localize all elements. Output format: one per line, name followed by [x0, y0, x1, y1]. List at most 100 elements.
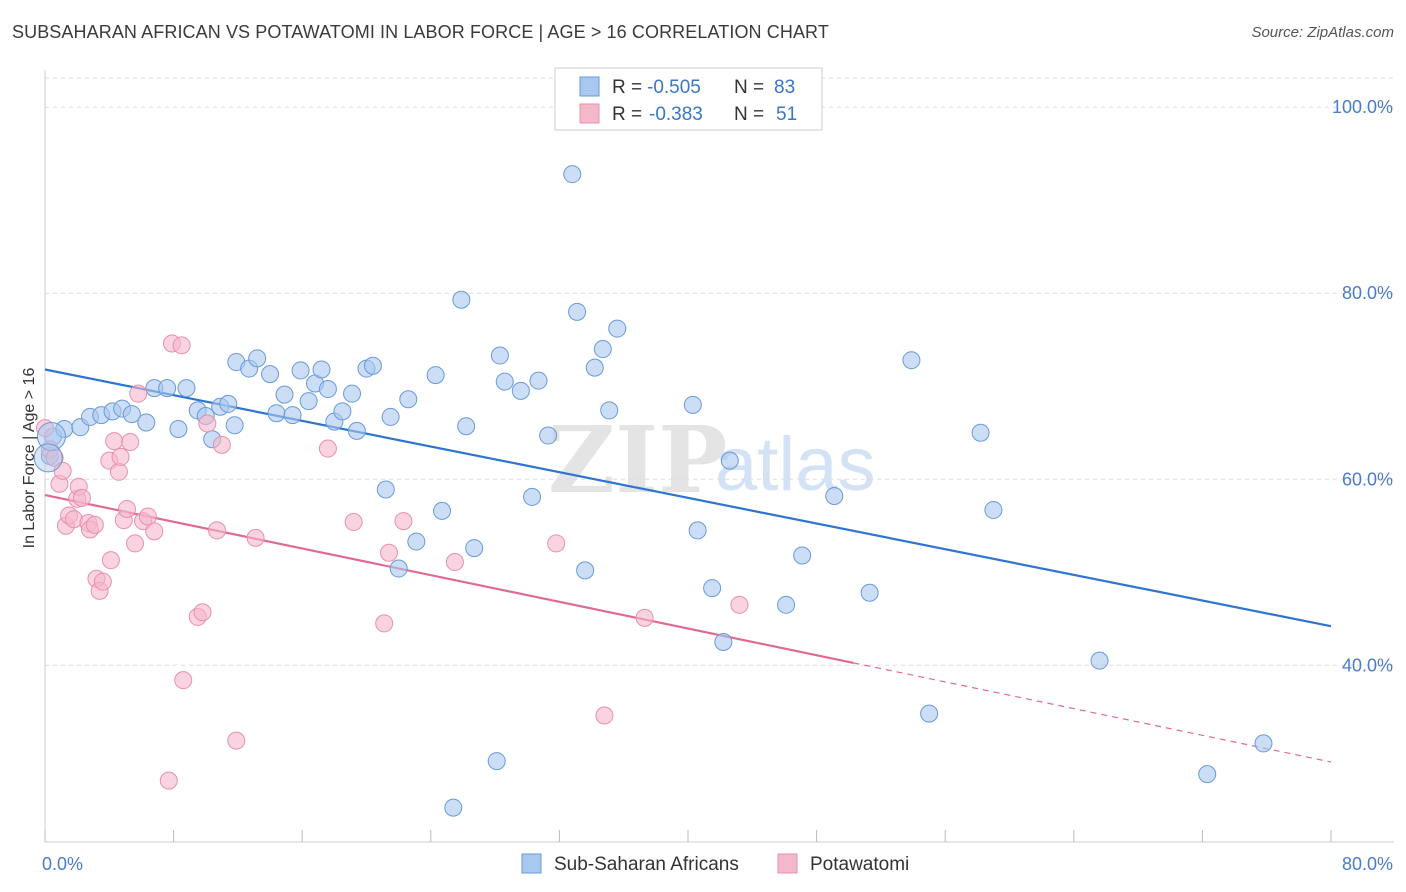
y-tick-label: 80.0% — [1342, 283, 1393, 303]
x-tick-label-end: 80.0% — [1342, 854, 1393, 874]
watermark: ZIP atlas — [548, 406, 876, 514]
point-pink — [318, 439, 337, 458]
point-blue — [291, 361, 310, 380]
point-pink — [172, 336, 191, 355]
point-blue-large — [33, 443, 63, 473]
point-pink — [212, 435, 231, 454]
point-blue — [793, 546, 812, 565]
point-blue — [563, 165, 582, 184]
x-tick-label-start: 0.0% — [42, 854, 83, 874]
trend-line-pink-extension — [853, 662, 1332, 763]
legend-n-value-1: 83 — [774, 77, 795, 98]
point-blue — [1090, 651, 1109, 670]
point-blue — [703, 579, 722, 598]
point-pink — [145, 522, 164, 541]
legend-bottom-swatch-blue — [521, 853, 542, 874]
tick-labels: 40.0% 60.0% 80.0% 100.0% 0.0% 80.0% — [42, 97, 1393, 874]
y-tick-label: 60.0% — [1342, 469, 1393, 489]
point-blue — [333, 402, 352, 421]
point-blue — [920, 704, 939, 723]
point-pink — [138, 507, 157, 526]
legend-swatch-pink — [579, 103, 600, 124]
point-blue — [433, 501, 452, 520]
point-blue — [363, 356, 382, 375]
point-pink — [375, 614, 394, 633]
point-pink — [93, 572, 112, 591]
point-blue — [261, 365, 280, 384]
point-pink — [159, 771, 178, 790]
point-blue — [299, 392, 318, 411]
point-blue — [381, 407, 400, 426]
point-blue — [683, 395, 702, 414]
point-blue — [137, 413, 156, 432]
point-blue — [539, 426, 558, 445]
point-blue — [158, 379, 177, 398]
point-pink — [129, 384, 148, 403]
point-blue — [122, 405, 141, 424]
point-blue — [225, 416, 244, 435]
point-pink — [344, 513, 363, 532]
watermark-zip: ZIP — [548, 406, 727, 514]
point-pink — [246, 528, 265, 547]
y-axis-label: In Labor Force | Age > 16 — [21, 368, 38, 549]
watermark-atlas: atlas — [715, 422, 876, 507]
point-pink — [174, 671, 193, 690]
chart-title: SUBSAHARAN AFRICAN VS POTAWATOMI IN LABO… — [12, 22, 829, 42]
point-blue — [523, 487, 542, 506]
point-blue — [312, 360, 331, 379]
source-label: Source: ZipAtlas.com — [1251, 24, 1394, 41]
point-blue — [529, 371, 548, 390]
legend-bottom-swatch-pink — [777, 853, 798, 874]
point-pink — [595, 706, 614, 725]
point-blue — [177, 379, 196, 398]
point-blue — [495, 372, 514, 391]
point-pink — [111, 447, 130, 466]
trend-line-blue — [44, 368, 1332, 628]
point-blue — [452, 290, 471, 309]
point-pink — [72, 488, 91, 507]
legend-n-value-2: 51 — [776, 104, 797, 125]
legend-n-label-1: N = — [734, 77, 764, 98]
legend-n-label-2: N = — [734, 104, 764, 125]
point-blue — [860, 583, 879, 602]
legend-r-value-1: -0.505 — [647, 77, 701, 98]
point-pink — [117, 500, 136, 519]
point-pink — [635, 608, 654, 627]
point-blue — [720, 451, 739, 470]
point-pink — [380, 543, 399, 562]
point-blue — [267, 404, 286, 423]
data-points — [33, 165, 1273, 817]
point-blue — [971, 423, 990, 442]
correlation-legend: R = -0.505 N = 83 R = -0.383 N = 51 — [554, 67, 823, 131]
series-legend: Sub-Saharan Africans Potawatomi — [521, 853, 909, 875]
point-blue — [376, 480, 395, 499]
point-blue — [593, 340, 612, 359]
point-blue — [568, 302, 587, 321]
point-blue — [457, 417, 476, 436]
y-tick-label: 40.0% — [1342, 655, 1393, 675]
point-pink — [394, 512, 413, 531]
point-pink — [208, 521, 227, 540]
point-blue — [283, 406, 302, 425]
point-blue — [688, 521, 707, 540]
legend-r-label-2: R = — [612, 104, 642, 125]
point-blue — [248, 349, 267, 368]
point-blue — [902, 351, 921, 370]
point-blue — [169, 420, 188, 439]
point-blue — [608, 319, 627, 338]
point-blue — [343, 384, 362, 403]
point-blue — [600, 401, 619, 420]
point-blue — [347, 421, 366, 440]
point-pink — [126, 534, 145, 553]
point-blue — [487, 752, 506, 771]
point-pink — [121, 433, 140, 452]
legend-r-value-2: -0.383 — [649, 104, 703, 125]
point-blue — [576, 561, 595, 580]
point-blue — [714, 633, 733, 652]
point-blue — [825, 486, 844, 505]
point-blue — [275, 385, 294, 404]
point-blue — [444, 798, 463, 817]
point-blue — [399, 390, 418, 409]
point-blue — [585, 358, 604, 377]
